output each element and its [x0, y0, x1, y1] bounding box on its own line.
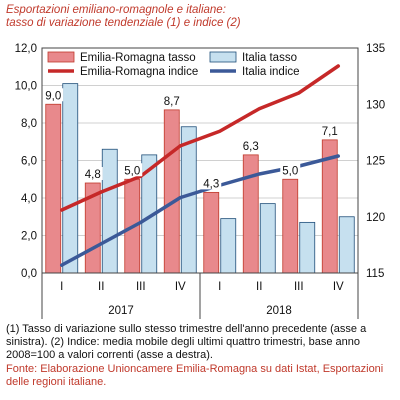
title-line-2: tasso di variazione tendenziale (1) e in… [6, 17, 241, 29]
bar-emilia-romagna-tasso [282, 178, 299, 274]
left-axis-tick-label: 2,0 [21, 231, 37, 243]
category-tick-label: II [256, 281, 262, 293]
data-label-background [122, 163, 143, 177]
right-axis-tick-label: 135 [366, 43, 385, 55]
year-label: 2017 [108, 305, 134, 317]
legend-item-italia-tasso: Italia tasso [242, 52, 297, 64]
right-axis-tick-label: 125 [366, 156, 385, 168]
left-axis-tick-label: 10,0 [15, 81, 37, 93]
data-label-background [161, 93, 182, 107]
data-label-background [82, 167, 103, 180]
legend-swatch [47, 51, 75, 63]
chart-svg: 0,0 2,0 4,0 6,0 8,0 10,0 12,0 115 120 125 130 135 9,… [15, 43, 385, 319]
data-label: 4,3 [203, 178, 219, 190]
data-label-background [201, 176, 222, 190]
right-axis-tick-label: 115 [366, 268, 384, 280]
category-tick-label: III [294, 281, 304, 293]
data-label-background [43, 88, 64, 102]
left-axis-tick-label: 8,0 [21, 118, 37, 130]
category-tick-label: I [60, 281, 63, 293]
left-axis-tick-label: 4,0 [21, 193, 37, 205]
category-tick-label: IV [333, 281, 344, 293]
chart-title: Esportazioni emiliano-romagnole e italia… [6, 4, 241, 30]
right-axis-tick-label: 130 [366, 99, 385, 111]
legend-item-emilia-romagna-tasso: Emilia-Romagna tasso [80, 52, 196, 64]
year-label: 2018 [266, 305, 292, 317]
bar-italia-tasso [180, 126, 197, 274]
bar-emilia-romagna-tasso [45, 103, 62, 274]
bar-italia-tasso [338, 216, 355, 274]
bar-italia-tasso [62, 83, 79, 274]
category-tick-label: III [136, 281, 146, 293]
bar-emilia-romagna-tasso [203, 191, 220, 274]
footnote: (1) Tasso di variazione sullo stesso tri… [6, 323, 367, 361]
bar-italia-tasso [299, 221, 316, 274]
data-label: 7,1 [322, 126, 338, 138]
data-label: 4,8 [85, 169, 101, 181]
data-label: 9,0 [45, 90, 61, 102]
right-axis-tick-label: 120 [366, 212, 385, 224]
data-label: 6,3 [243, 141, 259, 153]
category-tick-label: IV [175, 281, 186, 293]
category-tick-label: II [98, 281, 104, 293]
data-label: 8,7 [164, 96, 180, 108]
title-line-1: Esportazioni emiliano-romagnole e italia… [6, 4, 226, 16]
data-label-background [319, 123, 340, 137]
left-axis-tick-label: 0,0 [21, 268, 37, 280]
line-emilia-romagna-indice [60, 64, 340, 212]
bar-italia-tasso [259, 203, 276, 274]
legend-item-emilia-romagna-indice: Emilia-Romagna indice [80, 66, 198, 78]
data-label-background [280, 163, 301, 177]
bar-italia-tasso [101, 148, 118, 274]
source-note: Fonte: Elaborazione Unioncamere Emilia-R… [6, 363, 384, 388]
legend-swatch [209, 51, 237, 63]
category-tick-label: I [218, 281, 221, 293]
bar-emilia-romagna-tasso [163, 109, 180, 274]
bar-italia-tasso [220, 218, 237, 274]
data-label: 5,0 [124, 165, 140, 177]
data-label-background [240, 138, 261, 152]
left-axis-tick-label: 6,0 [21, 156, 37, 168]
legend-item-italia-indice: Italia indice [242, 66, 300, 78]
bar-emilia-romagna-tasso [242, 154, 259, 274]
left-axis-tick-label: 12,0 [15, 43, 37, 55]
data-label: 5,0 [282, 165, 298, 177]
